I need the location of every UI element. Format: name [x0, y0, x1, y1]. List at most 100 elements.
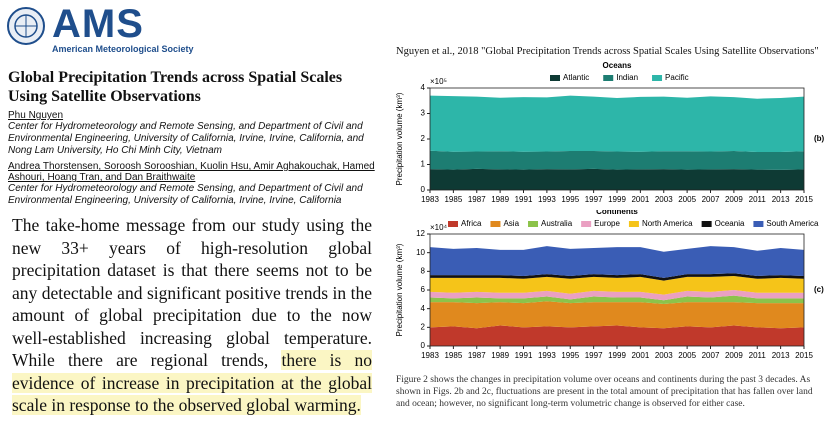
x-tick-label: 2013	[772, 351, 790, 360]
legend-label: Atlantic	[563, 73, 589, 82]
x-tick-label: 1991	[515, 195, 533, 204]
y-tick-label: 4	[421, 83, 426, 92]
x-tick-label: 2001	[631, 195, 649, 204]
legend-swatch	[701, 221, 712, 227]
x-tick-label: 2009	[725, 195, 743, 204]
legend-label: South America	[766, 219, 819, 228]
y-axis-label: Precipitation volume (km³)	[395, 92, 404, 185]
area	[430, 246, 804, 278]
legend-swatch	[628, 221, 639, 227]
x-tick-label: 1991	[515, 351, 533, 360]
legend-label: North America	[642, 219, 693, 228]
chart: Continents (c) ×10⁴ Precipitation volume (k…	[395, 210, 824, 360]
panel-label: (c)	[814, 285, 824, 294]
chart-title: Continents	[596, 210, 638, 216]
x-tick-label: 2003	[655, 351, 673, 360]
x-tick-label: 2005	[678, 195, 696, 204]
x-tick-label: 2015	[795, 195, 813, 204]
author: Phu Nguyen	[8, 110, 64, 121]
y-tick-label: 4	[421, 304, 426, 313]
x-tick-label: 1995	[561, 351, 579, 360]
article-title: Global Precipitation Trends across Spati…	[8, 69, 343, 105]
y-tick-label: 3	[421, 109, 426, 118]
x-tick-label: 1985	[444, 351, 462, 360]
x-tick-label: 2007	[702, 195, 720, 204]
legend-label: Oceania	[715, 219, 745, 228]
x-tick-label: 1999	[608, 351, 626, 360]
area	[430, 301, 804, 329]
x-tick-label: 1987	[468, 351, 486, 360]
legend-swatch	[603, 75, 614, 81]
panel-label: (b)	[814, 134, 825, 143]
x-tick-label: 1983	[421, 195, 439, 204]
area	[430, 273, 804, 281]
area	[430, 168, 804, 190]
figure-heading: Nguyen et al., 2018 "Global Precipitatio…	[396, 46, 819, 57]
legend-label: Africa	[461, 219, 482, 228]
chart: Oceans (b) ×10⁵ Precipitation volume (km³) A…	[395, 61, 825, 204]
x-tick-label: 2009	[725, 351, 743, 360]
x-tick-label: 1993	[538, 351, 556, 360]
logo-emblem	[7, 7, 45, 45]
legend-swatch	[528, 221, 539, 227]
legend-swatch	[753, 221, 764, 227]
x-tick-label: 1983	[421, 351, 439, 360]
affiliation: Center for Hydrometeorology and Remote S…	[8, 121, 364, 156]
x-tick-label: 2011	[749, 195, 767, 204]
y-exponent: ×10⁴	[430, 223, 448, 232]
x-tick-label: 1989	[491, 195, 509, 204]
author-block: Phu Nguyen Center for Hydrometeorology a…	[8, 110, 378, 207]
legend-swatch	[490, 221, 501, 227]
chart-title: Oceans	[603, 61, 632, 70]
area	[430, 95, 804, 153]
legend-swatch	[550, 75, 560, 81]
x-tick-label: 1987	[468, 195, 486, 204]
x-tick-label: 2013	[772, 195, 790, 204]
society-name: American Meteorological Society	[52, 44, 194, 54]
y-tick-label: 10	[416, 248, 425, 257]
y-tick-label: 6	[421, 285, 426, 294]
area	[430, 325, 804, 346]
x-tick-label: 2011	[749, 351, 767, 360]
y-tick-label: 2	[421, 134, 426, 143]
author: Andrea Thorstensen, Soroosh Sorooshian, …	[8, 161, 375, 183]
x-tick-label: 1997	[585, 351, 603, 360]
y-tick-label: 2	[421, 322, 426, 331]
legend-swatch	[448, 221, 458, 227]
y-tick-label: 1	[421, 160, 426, 169]
y-exponent: ×10⁵	[430, 77, 447, 86]
y-tick-label: 8	[421, 266, 426, 275]
x-tick-label: 1993	[538, 195, 556, 204]
x-tick-label: 1989	[491, 351, 509, 360]
legend-label: Asia	[503, 219, 519, 228]
legend-label: Australia	[541, 219, 573, 228]
area	[430, 290, 804, 301]
affiliation: Center for Hydrometeorology and Remote S…	[8, 183, 363, 206]
x-tick-label: 2005	[678, 351, 696, 360]
figure-caption: Figure 2 shows the changes in precipitat…	[396, 375, 813, 409]
legend-swatch	[581, 221, 592, 227]
x-tick-label: 1997	[585, 195, 603, 204]
x-tick-label: 1999	[608, 195, 626, 204]
x-tick-label: 1985	[444, 195, 462, 204]
x-tick-label: 1995	[561, 195, 579, 204]
area	[430, 276, 804, 295]
y-tick-label: 0	[421, 185, 426, 194]
x-tick-label: 2015	[795, 351, 813, 360]
x-tick-label: 2003	[655, 195, 673, 204]
legend-label: Pacific	[665, 73, 689, 82]
y-tick-label: 12	[416, 229, 425, 238]
legend-label: Europe	[594, 219, 620, 228]
legend-swatch	[652, 75, 663, 81]
area	[430, 295, 804, 304]
y-axis-label: Precipitation volume (km³)	[395, 243, 404, 336]
legend-label: Indian	[616, 73, 638, 82]
area	[430, 150, 804, 170]
logo: AMS	[52, 2, 144, 46]
x-tick-label: 2001	[631, 351, 649, 360]
y-tick-label: 0	[421, 341, 426, 350]
quote-text: The take-home message from our study usi…	[12, 215, 372, 370]
quote: The take-home message from our study usi…	[12, 214, 372, 417]
x-tick-label: 2007	[702, 351, 720, 360]
